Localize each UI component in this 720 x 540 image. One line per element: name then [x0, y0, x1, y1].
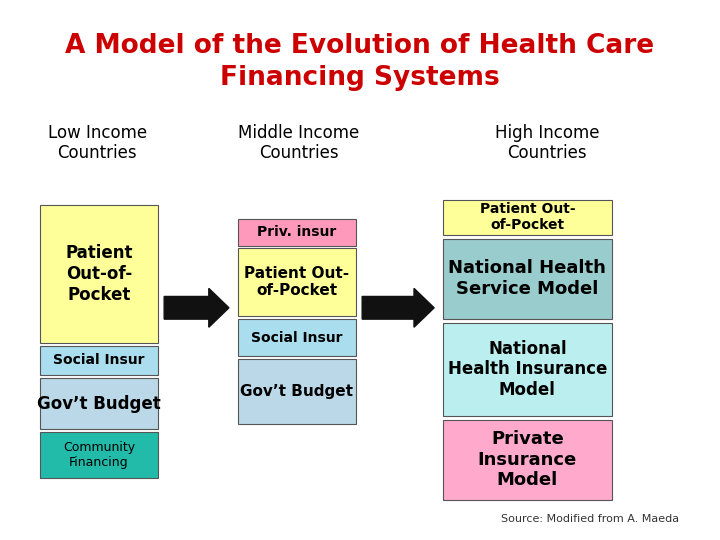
Text: Private
Insurance
Model: Private Insurance Model [478, 430, 577, 489]
Text: Social Insur: Social Insur [251, 330, 343, 345]
Text: Priv. insur: Priv. insur [257, 225, 337, 239]
Text: Gov’t Budget: Gov’t Budget [240, 384, 354, 399]
Bar [238, 248, 356, 316]
Bar [40, 378, 158, 429]
Text: National
Health Insurance
Model: National Health Insurance Model [448, 340, 607, 399]
Text: Financing Systems: Financing Systems [220, 65, 500, 91]
Text: Patient Out-
of-Pocket: Patient Out- of-Pocket [480, 202, 575, 232]
Bar [40, 432, 158, 478]
Text: High Income
Countries: High Income Countries [495, 124, 600, 163]
Bar [40, 346, 158, 375]
Text: Patient Out-
of-Pocket: Patient Out- of-Pocket [244, 266, 350, 298]
Bar [443, 323, 612, 416]
Bar [443, 200, 612, 235]
Text: A Model of the Evolution of Health Care: A Model of the Evolution of Health Care [66, 33, 654, 59]
Text: National Health
Service Model: National Health Service Model [449, 259, 606, 298]
Bar [238, 319, 356, 356]
Bar [40, 205, 158, 343]
Text: Patient
Out-of-
Pocket: Patient Out-of- Pocket [66, 244, 132, 304]
Bar [238, 359, 356, 424]
Text: Gov’t Budget: Gov’t Budget [37, 395, 161, 413]
FancyArrow shape [362, 288, 434, 327]
Text: Middle Income
Countries: Middle Income Countries [238, 124, 359, 163]
Text: Source: Modified from A. Maeda: Source: Modified from A. Maeda [501, 514, 680, 524]
Text: Community
Financing: Community Financing [63, 441, 135, 469]
Bar [443, 239, 612, 319]
FancyArrow shape [164, 288, 229, 327]
Bar [443, 420, 612, 500]
Bar [238, 219, 356, 246]
Text: Low Income
Countries: Low Income Countries [48, 124, 147, 163]
Text: Social Insur: Social Insur [53, 354, 145, 367]
